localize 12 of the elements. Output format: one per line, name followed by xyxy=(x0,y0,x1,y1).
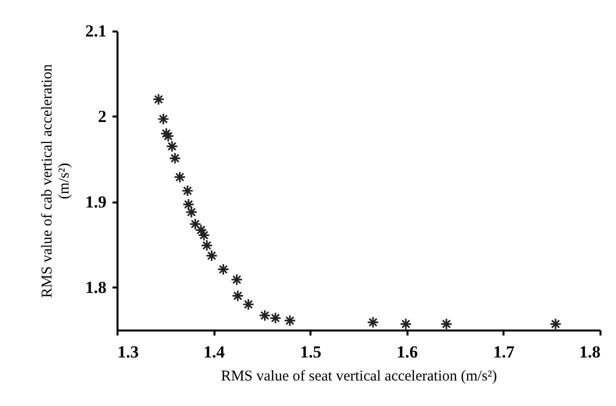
y-tick-label: 2 xyxy=(98,106,106,126)
x-tick-label: 1.7 xyxy=(493,342,516,362)
x-tick-label: 1.5 xyxy=(300,342,322,362)
x-tick-label: 1.4 xyxy=(203,342,226,362)
x-tick-label: 1.3 xyxy=(118,342,139,362)
y-tick-label: 1.9 xyxy=(85,192,106,212)
y-tick-label: 1.8 xyxy=(85,278,106,297)
x-tick-label: 1.8 xyxy=(579,342,600,362)
y-tick-label: 2.1 xyxy=(85,22,106,40)
x-axis-title: RMS value of seat vertical acceleration (m/s²) xyxy=(220,368,498,384)
y-axis-title: RMS value of cab vertical acceleration (m/s²) xyxy=(39,64,72,298)
x-tick-label: 1.6 xyxy=(396,342,418,362)
